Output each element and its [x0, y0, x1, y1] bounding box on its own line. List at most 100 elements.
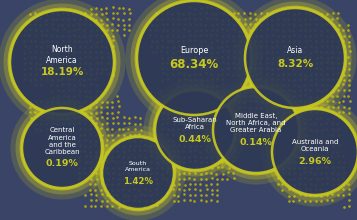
- Point: [302, 133, 308, 136]
- Point: [87, 55, 93, 59]
- Point: [136, 132, 142, 136]
- Point: [215, 166, 221, 169]
- Point: [307, 51, 313, 54]
- Point: [198, 89, 204, 93]
- Point: [92, 166, 98, 169]
- Point: [87, 100, 93, 103]
- Point: [307, 17, 313, 21]
- Point: [242, 39, 247, 43]
- Point: [181, 110, 187, 114]
- Point: [165, 94, 171, 97]
- Point: [286, 50, 291, 54]
- Point: [303, 187, 308, 191]
- Point: [143, 166, 149, 169]
- Point: [104, 127, 110, 131]
- Point: [71, 57, 77, 60]
- Point: [318, 33, 324, 37]
- Point: [92, 77, 98, 81]
- Point: [160, 176, 166, 180]
- Point: [93, 18, 99, 22]
- Point: [324, 193, 330, 196]
- Point: [318, 199, 324, 203]
- Point: [291, 61, 296, 64]
- Point: [307, 200, 313, 203]
- Point: [247, 50, 253, 54]
- Point: [280, 83, 286, 86]
- Point: [302, 171, 307, 174]
- Point: [209, 16, 215, 20]
- Point: [236, 34, 242, 37]
- Point: [89, 12, 94, 16]
- Point: [77, 51, 83, 54]
- Point: [336, 105, 341, 108]
- Point: [191, 44, 197, 48]
- Point: [314, 99, 320, 103]
- Point: [121, 33, 127, 37]
- Point: [329, 66, 335, 70]
- Point: [54, 122, 60, 125]
- Point: [165, 111, 171, 115]
- Point: [66, 45, 72, 48]
- Point: [297, 172, 302, 175]
- Point: [296, 199, 302, 202]
- Point: [270, 110, 275, 114]
- Point: [336, 23, 342, 27]
- Point: [329, 193, 335, 196]
- Point: [82, 204, 88, 208]
- Point: [127, 176, 133, 180]
- Point: [325, 34, 330, 38]
- Point: [87, 188, 93, 192]
- Point: [60, 122, 66, 126]
- Point: [165, 100, 170, 103]
- Point: [49, 44, 54, 48]
- Point: [137, 160, 142, 163]
- Point: [252, 61, 258, 64]
- Text: South
America: South America: [125, 161, 151, 172]
- Point: [313, 188, 319, 191]
- Point: [336, 100, 342, 104]
- Point: [165, 127, 171, 131]
- Point: [115, 182, 121, 186]
- Point: [44, 122, 49, 125]
- Point: [330, 117, 336, 120]
- Point: [313, 144, 319, 148]
- Point: [270, 18, 275, 21]
- Point: [110, 50, 116, 53]
- Point: [110, 144, 115, 147]
- Point: [296, 116, 302, 119]
- Point: [77, 144, 83, 147]
- Point: [329, 188, 335, 191]
- Point: [121, 171, 126, 174]
- Point: [312, 17, 318, 20]
- Point: [54, 34, 60, 37]
- Point: [38, 122, 44, 125]
- Point: [329, 94, 335, 98]
- Point: [296, 138, 302, 142]
- Point: [286, 199, 291, 203]
- Point: [296, 17, 302, 21]
- Point: [76, 72, 82, 75]
- Point: [50, 106, 56, 109]
- Point: [336, 111, 341, 114]
- Point: [32, 117, 38, 120]
- Point: [275, 77, 281, 81]
- Point: [286, 177, 292, 181]
- Point: [99, 56, 105, 59]
- Point: [27, 72, 32, 76]
- Point: [258, 95, 264, 99]
- Point: [87, 150, 93, 154]
- Point: [182, 56, 187, 60]
- Point: [110, 160, 116, 163]
- Point: [286, 160, 292, 164]
- Point: [142, 182, 148, 185]
- Point: [175, 11, 181, 15]
- Point: [137, 176, 143, 180]
- Point: [269, 23, 275, 26]
- Point: [198, 133, 204, 137]
- Point: [313, 28, 318, 32]
- Point: [303, 99, 308, 103]
- Point: [308, 182, 314, 186]
- Point: [154, 193, 160, 196]
- Point: [285, 126, 291, 130]
- Point: [241, 78, 247, 81]
